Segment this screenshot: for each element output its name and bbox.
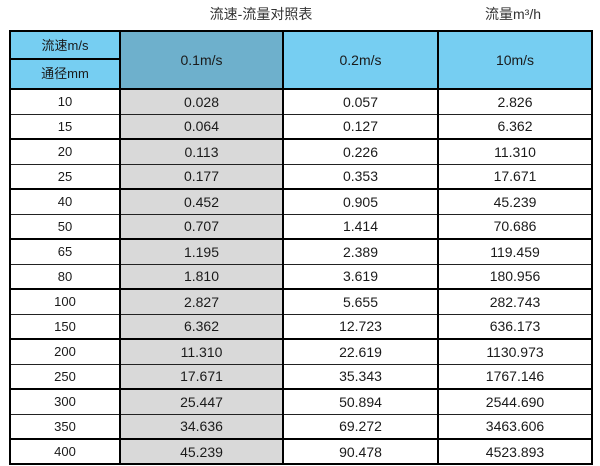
flow-cell-10ms: 2544.690: [437, 388, 593, 415]
diameter-cell: 10: [9, 88, 121, 115]
flow-cell-0-1ms: 11.310: [119, 338, 284, 365]
header-col-10ms: 10m/s: [437, 30, 593, 90]
flow-cell-0-2ms: 90.478: [282, 438, 439, 465]
flow-cell-10ms: 3463.606: [437, 413, 593, 440]
table-row: 15 0.064 0.127 6.362: [9, 113, 593, 140]
flow-cell-0-2ms: 5.655: [282, 288, 439, 315]
diameter-cell: 350: [9, 413, 121, 440]
flow-cell-10ms: 2.826: [437, 88, 593, 115]
table-row: 400 45.239 90.478 4523.893: [9, 438, 593, 465]
diameter-cell: 150: [9, 313, 121, 340]
flow-cell-0-1ms: 0.113: [119, 138, 284, 165]
diameter-cell: 400: [9, 438, 121, 465]
header-row: 流速m/s 通径mm 0.1m/s 0.2m/s 10m/s: [9, 30, 593, 90]
flow-cell-0-2ms: 2.389: [282, 238, 439, 265]
flow-cell-10ms: 1130.973: [437, 338, 593, 365]
table-row: 250 17.671 35.343 1767.146: [9, 363, 593, 390]
flow-unit-label: 流量m³/h: [485, 6, 541, 22]
table-row: 80 1.810 3.619 180.956: [9, 263, 593, 290]
diameter-cell: 50: [9, 213, 121, 240]
flow-cell-0-1ms: 1.195: [119, 238, 284, 265]
flow-cell-0-1ms: 45.239: [119, 438, 284, 465]
header-col-0-1ms: 0.1m/s: [119, 30, 284, 90]
flow-cell-10ms: 70.686: [437, 213, 593, 240]
table-row: 25 0.177 0.353 17.671: [9, 163, 593, 190]
table-row: 300 25.447 50.894 2544.690: [9, 388, 593, 415]
diameter-cell: 300: [9, 388, 121, 415]
flow-cell-0-1ms: 1.810: [119, 263, 284, 290]
diameter-header-label: 通径mm: [41, 66, 89, 81]
table-row: 20 0.113 0.226 11.310: [9, 138, 593, 165]
flow-rate-table: 流速m/s 通径mm 0.1m/s 0.2m/s 10m/s 10 0.028 …: [9, 30, 593, 465]
table-row: 350 34.636 69.272 3463.606: [9, 413, 593, 440]
flow-cell-10ms: 180.956: [437, 263, 593, 290]
flow-cell-0-2ms: 3.619: [282, 263, 439, 290]
flow-cell-0-2ms: 22.619: [282, 338, 439, 365]
flow-cell-0-1ms: 17.671: [119, 363, 284, 390]
flow-cell-10ms: 282.743: [437, 288, 593, 315]
diameter-cell: 25: [9, 163, 121, 190]
flow-cell-0-2ms: 69.272: [282, 413, 439, 440]
header-corner-cell: 流速m/s 通径mm: [9, 30, 121, 90]
flow-cell-10ms: 6.362: [437, 113, 593, 140]
flow-cell-0-2ms: 0.905: [282, 188, 439, 215]
velocity-header-label: 流速m/s: [11, 32, 119, 60]
flow-cell-0-1ms: 0.452: [119, 188, 284, 215]
flow-cell-0-2ms: 0.226: [282, 138, 439, 165]
flow-cell-10ms: 119.459: [437, 238, 593, 265]
flow-cell-0-1ms: 0.177: [119, 163, 284, 190]
flow-cell-0-2ms: 0.353: [282, 163, 439, 190]
flow-cell-10ms: 4523.893: [437, 438, 593, 465]
flow-cell-0-1ms: 2.827: [119, 288, 284, 315]
diameter-cell: 250: [9, 363, 121, 390]
table-row: 65 1.195 2.389 119.459: [9, 238, 593, 265]
flow-cell-10ms: 11.310: [437, 138, 593, 165]
flow-cell-0-1ms: 34.636: [119, 413, 284, 440]
table-body: 10 0.028 0.057 2.826 15 0.064 0.127 6.36…: [9, 88, 593, 465]
flow-cell-0-2ms: 0.057: [282, 88, 439, 115]
flow-cell-0-2ms: 50.894: [282, 388, 439, 415]
table-row: 150 6.362 12.723 636.173: [9, 313, 593, 340]
diameter-cell: 40: [9, 188, 121, 215]
flow-cell-0-1ms: 6.362: [119, 313, 284, 340]
table-row: 40 0.452 0.905 45.239: [9, 188, 593, 215]
table-row: 50 0.707 1.414 70.686: [9, 213, 593, 240]
table-header: 流速m/s 通径mm 0.1m/s 0.2m/s 10m/s: [9, 30, 593, 90]
flow-cell-0-2ms: 35.343: [282, 363, 439, 390]
diameter-cell: 15: [9, 113, 121, 140]
flow-cell-0-1ms: 25.447: [119, 388, 284, 415]
titlebar: 流速-流量对照表 流量m³/h: [0, 0, 600, 30]
diameter-cell: 100: [9, 288, 121, 315]
flow-cell-0-2ms: 12.723: [282, 313, 439, 340]
table-row: 10 0.028 0.057 2.826: [9, 88, 593, 115]
flow-cell-0-2ms: 0.127: [282, 113, 439, 140]
flow-cell-10ms: 45.239: [437, 188, 593, 215]
flow-cell-0-2ms: 1.414: [282, 213, 439, 240]
flow-cell-0-1ms: 0.707: [119, 213, 284, 240]
page-title: 流速-流量对照表: [209, 6, 313, 22]
flow-cell-0-1ms: 0.028: [119, 88, 284, 115]
table-row: 100 2.827 5.655 282.743: [9, 288, 593, 315]
flow-cell-10ms: 17.671: [437, 163, 593, 190]
diameter-cell: 20: [9, 138, 121, 165]
table-row: 200 11.310 22.619 1130.973: [9, 338, 593, 365]
header-col-0-2ms: 0.2m/s: [282, 30, 439, 90]
flow-cell-10ms: 636.173: [437, 313, 593, 340]
diameter-cell: 65: [9, 238, 121, 265]
flow-cell-10ms: 1767.146: [437, 363, 593, 390]
flow-cell-0-1ms: 0.064: [119, 113, 284, 140]
diameter-cell: 80: [9, 263, 121, 290]
diameter-cell: 200: [9, 338, 121, 365]
